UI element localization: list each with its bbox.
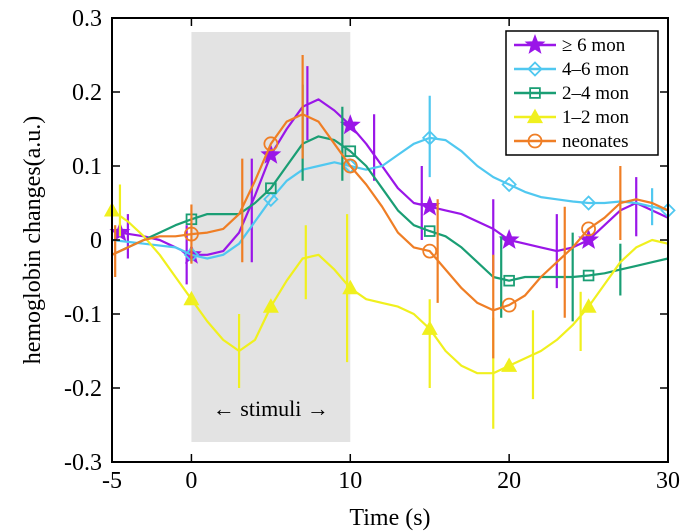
legend-label: neonates: [562, 131, 628, 152]
series-line: [111, 113, 669, 312]
series-line: [111, 209, 669, 375]
legend-label: 4–6 mon: [562, 59, 630, 80]
data-point-marker: [265, 182, 277, 194]
data-point-marker: [582, 269, 595, 282]
y-tick-label: 0.2: [72, 80, 102, 106]
series-1-2-mon: [103, 184, 669, 429]
series-line: [111, 136, 669, 260]
legend-marker: [526, 108, 544, 124]
stimulus-label: ← stimuli →: [213, 396, 329, 421]
data-point-marker: [421, 320, 438, 335]
y-tick-label: 0.1: [72, 154, 102, 180]
legend-marker: [527, 133, 543, 149]
data-point-marker: [501, 297, 517, 313]
data-point-marker: [423, 225, 436, 237]
y-tick-label: 0: [90, 228, 102, 254]
data-point-marker: [263, 136, 279, 152]
y-axis-title: hemoglobin changes(a.u.): [20, 116, 46, 365]
legend-label: ≥ 6 mon: [562, 35, 626, 56]
data-point-marker: [421, 130, 438, 146]
y-tick-label: -0.2: [64, 376, 102, 402]
legend-item: neonates: [514, 131, 628, 152]
data-point-marker: [342, 158, 358, 174]
y-tick-label: -0.1: [64, 302, 102, 328]
x-tick-label: 10: [338, 468, 362, 494]
legend-item: 4–6 mon: [514, 59, 630, 80]
data-point-marker: [501, 176, 517, 193]
data-point-marker: [581, 221, 596, 237]
x-tick-label: 30: [656, 468, 680, 494]
series-4-6-mon: [111, 95, 676, 263]
legend-item: 2–4 mon: [514, 83, 630, 104]
series-line: [111, 135, 669, 282]
data-point-marker: [419, 195, 441, 216]
data-point-marker: [503, 274, 515, 287]
legend-item: 1–2 mon: [514, 107, 630, 128]
x-tick-label: 0: [185, 468, 197, 494]
series-layer: [103, 55, 676, 429]
legend-marker: [527, 61, 543, 77]
legend-label: 2–4 mon: [562, 83, 630, 104]
data-point-marker: [422, 243, 438, 259]
x-tick-label: 20: [497, 468, 521, 494]
x-tick-label: -5: [102, 468, 122, 494]
legend-marker: [529, 87, 541, 99]
data-point-marker: [580, 298, 597, 313]
y-tick-label: -0.3: [64, 450, 102, 476]
data-point-marker: [260, 143, 282, 164]
ticks-layer: -5 0 10 20 30 -0.3 -0.2 -0.1 0 0.1 0.2 0.3: [64, 6, 680, 494]
data-point-marker: [342, 279, 359, 295]
legend-items: ≥ 6 mon 4–6 mon 2–4 mon 1–2 mon neonates: [514, 34, 630, 152]
data-point-marker: [184, 226, 199, 242]
legend-marker: [524, 34, 546, 54]
data-point-marker: [339, 114, 361, 135]
data-point-marker: [262, 298, 279, 313]
y-tick-label: 0.3: [72, 6, 102, 32]
stimulus-region: [191, 32, 351, 442]
legend-item: ≥ 6 mon: [514, 34, 626, 56]
series-neonates: [111, 55, 669, 359]
data-point-marker: [263, 191, 279, 208]
data-point-marker: [183, 290, 200, 306]
data-point-marker: [498, 229, 520, 249]
series-line: [119, 98, 669, 256]
x-axis-title: Time (s): [349, 505, 430, 531]
data-point-marker: [580, 195, 597, 211]
legend: ≥ 6 mon 4–6 mon 2–4 mon 1–2 mon neonates: [505, 30, 659, 156]
data-point-marker: [501, 357, 518, 372]
legend-label: 1–2 mon: [562, 107, 630, 128]
data-point-marker: [344, 145, 357, 157]
